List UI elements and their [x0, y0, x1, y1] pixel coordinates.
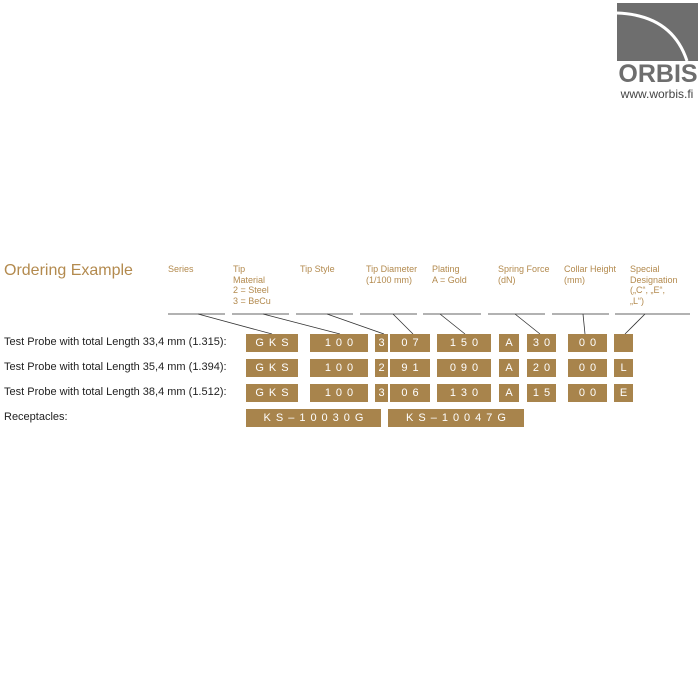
column-header: Special Designation („C“, „E“, „L“) — [630, 264, 692, 306]
code-box: 20 — [527, 359, 556, 377]
code-box: 00 — [568, 359, 607, 377]
column-header: Collar Height (mm) — [564, 264, 626, 285]
column-header-line: „L“) — [630, 295, 644, 306]
connector-line — [582, 313, 586, 335]
connector-line — [439, 313, 466, 335]
column-header-line: Collar Height — [564, 264, 617, 274]
receptacle-code-box: KS–10047G — [388, 409, 524, 427]
connector-line — [624, 313, 646, 335]
logo-url: www.worbis.fi — [620, 87, 694, 101]
column-header-line: 2 = Steel — [233, 285, 269, 295]
connector-line — [514, 313, 541, 335]
code-box: A — [499, 359, 519, 377]
column-header: Plating A = Gold — [432, 264, 494, 285]
code-box: 3 — [375, 334, 388, 352]
code-box: E — [614, 384, 633, 402]
connector-line — [262, 313, 341, 335]
code-box: 100 — [310, 384, 368, 402]
code-box: 07 — [390, 334, 430, 352]
connector-line — [392, 313, 414, 335]
connector-line — [197, 313, 273, 335]
column-header-line: Material — [233, 274, 266, 285]
code-box: 130 — [437, 384, 491, 402]
column-header-line: (dN) — [498, 274, 516, 285]
column-header-line: 3 = BeCu — [233, 295, 271, 306]
code-box: GKS — [246, 359, 298, 377]
column-header: Tip Diameter (1/100 mm) — [366, 264, 428, 285]
code-box: 30 — [527, 334, 556, 352]
column-header-line: Series — [168, 264, 194, 274]
code-box: A — [499, 384, 519, 402]
receptacle-code-box: KS–10030G — [246, 409, 381, 427]
row-label: Test Probe with total Length 33,4 mm (1.… — [4, 336, 227, 348]
code-box: 2 — [375, 359, 388, 377]
column-header: Series — [168, 264, 230, 275]
row-label: Test Probe with total Length 35,4 mm (1.… — [4, 361, 227, 373]
column-header-line: Tip Style — [300, 264, 335, 274]
row-label: Test Probe with total Length 38,4 mm (1.… — [4, 386, 227, 398]
code-box: 00 — [568, 334, 607, 352]
code-box: 91 — [390, 359, 430, 377]
code-box: 100 — [310, 359, 368, 377]
logo-name: ORBIS — [618, 60, 698, 88]
page-title: Ordering Example — [4, 262, 133, 279]
code-box: 06 — [390, 384, 430, 402]
receptacles-label: Receptacles: — [4, 411, 68, 423]
orbis-logo-mark — [617, 3, 698, 61]
code-box: GKS — [246, 384, 298, 402]
column-header-line: Plating — [432, 264, 460, 274]
column-header-line: Designation — [630, 274, 678, 285]
column-header: Tip Material 2 = Steel 3 = BeCu — [233, 264, 295, 306]
code-box — [614, 334, 633, 352]
column-header-line: Tip — [233, 264, 246, 274]
code-box: 3 — [375, 384, 388, 402]
code-box: L — [614, 359, 633, 377]
column-header-line: (mm) — [564, 274, 585, 285]
code-box: 150 — [437, 334, 491, 352]
column-header-line: Special — [630, 264, 660, 274]
column-header: Tip Style — [300, 264, 362, 275]
column-header: Spring Force (dN) — [498, 264, 560, 285]
code-box: 15 — [527, 384, 556, 402]
code-box: 100 — [310, 334, 368, 352]
code-box: GKS — [246, 334, 298, 352]
code-box: A — [499, 334, 519, 352]
column-header-line: Tip Diameter — [366, 264, 418, 274]
column-header-line: Spring Force — [498, 264, 550, 274]
code-box: 00 — [568, 384, 607, 402]
column-header-line: (1/100 mm) — [366, 274, 413, 285]
connector-line — [326, 313, 385, 335]
column-header-line: A = Gold — [432, 274, 467, 285]
column-header-line: („C“, „E“, — [630, 285, 665, 295]
code-box: 090 — [437, 359, 491, 377]
